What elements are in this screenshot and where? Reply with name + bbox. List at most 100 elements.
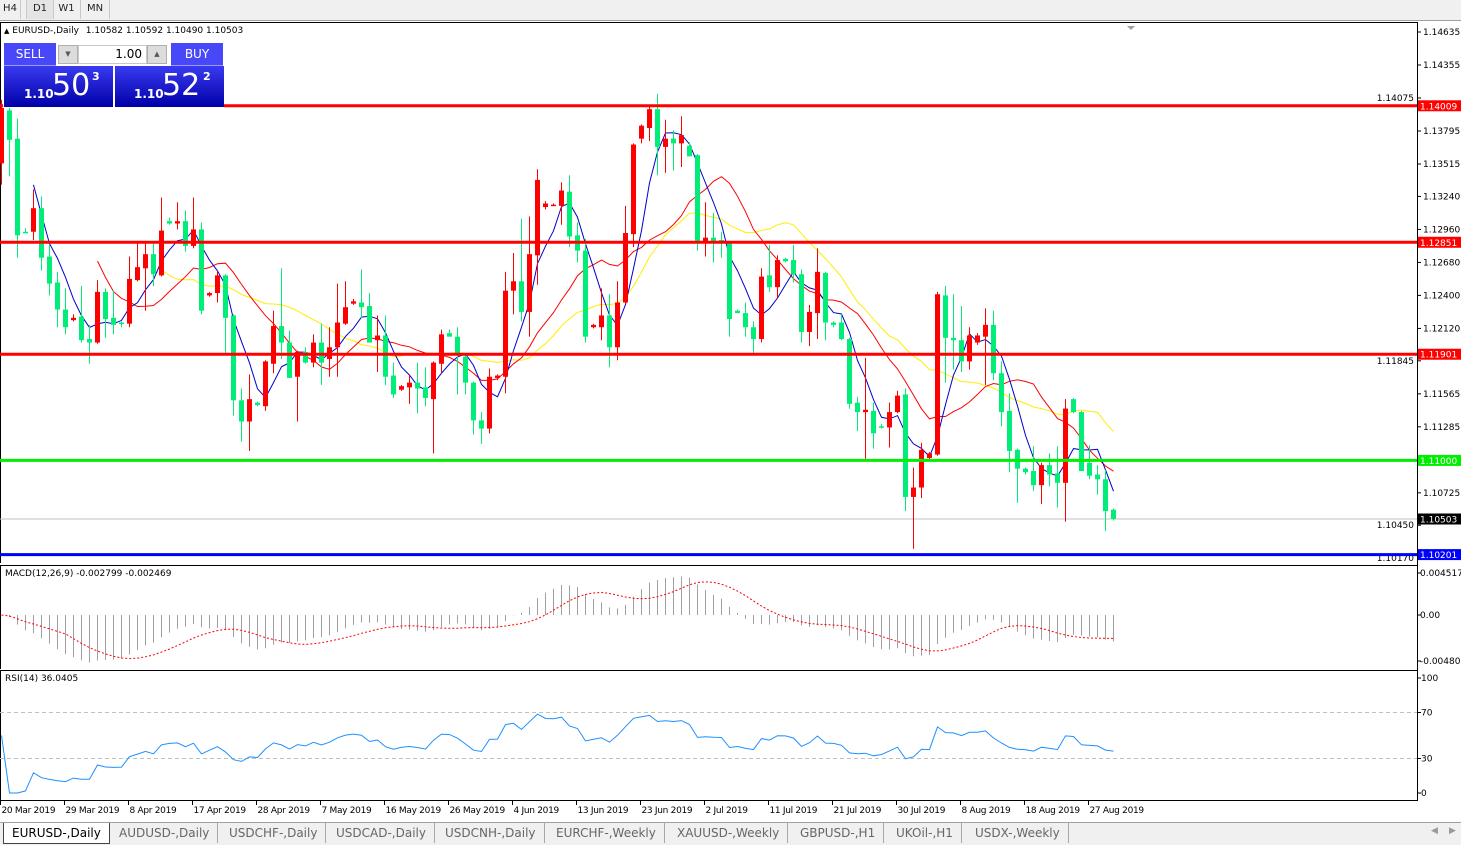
bullish-candle	[983, 324, 988, 337]
level-price-label: 1.14009	[1420, 102, 1457, 112]
bullish-candle	[935, 294, 940, 455]
bullish-candle	[0, 108, 4, 164]
bullish-candle	[615, 302, 620, 348]
bearish-candle	[455, 336, 460, 354]
bearish-candle	[279, 326, 284, 343]
price-tick-label: 1.13240	[1423, 192, 1460, 202]
bearish-candle	[743, 313, 748, 328]
macd-tick-label: 0.00	[1420, 611, 1440, 621]
bullish-candle	[95, 291, 100, 343]
price-tick-label: 1.11565	[1423, 390, 1460, 400]
price-tick-label: 1.11285	[1423, 423, 1460, 433]
sell-button[interactable]: SELL	[4, 43, 56, 66]
tab-usdchf-daily[interactable]: USDCHF-,Daily	[221, 823, 327, 843]
bullish-candle	[703, 237, 708, 243]
bearish-candle	[255, 402, 260, 406]
bullish-candle	[815, 271, 820, 314]
timeframe-mn-button[interactable]: MN	[81, 0, 110, 19]
date-tick-label: 17 Apr 2019	[194, 806, 247, 816]
bearish-candle	[383, 335, 388, 377]
bullish-candle	[559, 190, 564, 206]
bullish-candle	[975, 335, 980, 343]
bearish-candle	[687, 145, 692, 157]
buy-price-button[interactable]: 1.10 52 2	[115, 66, 224, 107]
bullish-candle	[887, 412, 892, 428]
rsi-title: RSI(14) 36.0405	[5, 674, 79, 684]
bearish-candle	[359, 302, 364, 308]
timeframe-d1-button[interactable]: D1	[26, 0, 54, 19]
date-tick-label: 8 Aug 2019	[962, 806, 1011, 816]
macd-title: MACD(12,26,9) -0.002799 -0.002469	[5, 569, 172, 579]
price-tick-label: 1.12680	[1423, 258, 1460, 268]
timeframe-h4-button[interactable]: H4	[0, 0, 21, 19]
lot-size-input[interactable]: 1.00	[78, 45, 147, 64]
bearish-candle	[287, 342, 292, 378]
price-tick-label: 1.11845	[1377, 357, 1414, 367]
lot-increase-button[interactable]: ▲	[147, 45, 167, 64]
time-axis-line	[0, 800, 1418, 801]
bearish-candle	[1023, 468, 1028, 473]
bearish-candle	[567, 191, 572, 237]
tab-usdcnh-daily[interactable]: USDCNH-,Daily	[437, 823, 545, 843]
price-chart-panel[interactable]	[0, 22, 1417, 563]
bullish-candle	[511, 281, 516, 291]
bullish-candle	[807, 311, 812, 332]
collapse-triangle-icon[interactable]: ▲	[4, 27, 10, 35]
bullish-candle	[911, 487, 916, 497]
ma-fast-line	[33, 132, 1114, 492]
chevron-up-icon: ▲	[154, 50, 160, 58]
tab-xauusd-weekly[interactable]: XAUUSD-,Weekly	[669, 823, 789, 843]
tab-gbpusd-h1[interactable]: GBPUSD-,H1	[792, 823, 885, 843]
date-tick-label: 18 Aug 2019	[1026, 806, 1081, 816]
bearish-candle	[7, 110, 12, 140]
bullish-candle	[263, 361, 268, 407]
bullish-candle	[1063, 408, 1068, 483]
bullish-candle	[895, 395, 900, 413]
price-tick-label: 1.14075	[1377, 94, 1414, 104]
rsi-line	[1, 713, 1114, 794]
sell-price-fraction: 3	[92, 70, 100, 83]
tab-usdcad-daily[interactable]: USDCAD-,Daily	[328, 823, 435, 843]
buy-button[interactable]: BUY	[171, 43, 223, 66]
bearish-candle	[199, 229, 204, 311]
bearish-candle	[183, 221, 188, 246]
bullish-candle	[919, 449, 924, 488]
tabs-scroll-left-icon[interactable]: ◀	[1431, 826, 1438, 836]
bearish-candle	[831, 322, 836, 325]
date-tick-label: 20 Mar 2019	[2, 806, 56, 816]
lot-decrease-button[interactable]: ▼	[58, 45, 78, 64]
tab-eurchf-weekly[interactable]: EURCHF-,Weekly	[548, 823, 665, 843]
macd-panel[interactable]	[0, 565, 1417, 669]
tab-usdx-weekly[interactable]: USDX-,Weekly	[967, 823, 1069, 843]
bearish-candle	[711, 237, 716, 242]
bullish-candle	[127, 278, 132, 324]
bearish-candle	[847, 339, 852, 404]
tab-ukoil-h1[interactable]: UKOil-,H1	[888, 823, 962, 843]
date-tick-label: 27 Aug 2019	[1090, 806, 1145, 816]
level-price-label-bg	[1418, 100, 1461, 112]
price-tick-label: 1.13795	[1423, 127, 1460, 137]
bid-price-label: 1.10503	[1420, 515, 1457, 525]
bullish-candle	[31, 208, 36, 232]
bullish-candle	[503, 290, 508, 377]
tab-eurusd-daily[interactable]: EURUSD-,Daily	[3, 823, 110, 844]
tabs-scroll-right-icon[interactable]: ▶	[1449, 826, 1456, 836]
bearish-candle	[55, 282, 60, 310]
tab-audusd-daily[interactable]: AUDUSD-,Daily	[111, 823, 219, 843]
bearish-candle	[671, 138, 676, 144]
bearish-candle	[231, 315, 236, 401]
level-price-label-bg	[1418, 236, 1461, 248]
bullish-candle	[439, 334, 444, 364]
bearish-candle	[767, 275, 772, 288]
bullish-candle	[623, 232, 628, 303]
rsi-tick-label: 70	[1421, 709, 1433, 719]
rsi-panel[interactable]	[0, 670, 1417, 801]
sell-price-button[interactable]: 1.10 50 3	[4, 66, 113, 107]
bullish-candle	[543, 203, 548, 208]
bearish-candle	[103, 291, 108, 319]
date-tick-label: 8 Apr 2019	[130, 806, 177, 816]
timeframe-w1-button[interactable]: W1	[53, 0, 81, 19]
bullish-candle	[863, 409, 868, 413]
bearish-candle	[727, 243, 732, 319]
